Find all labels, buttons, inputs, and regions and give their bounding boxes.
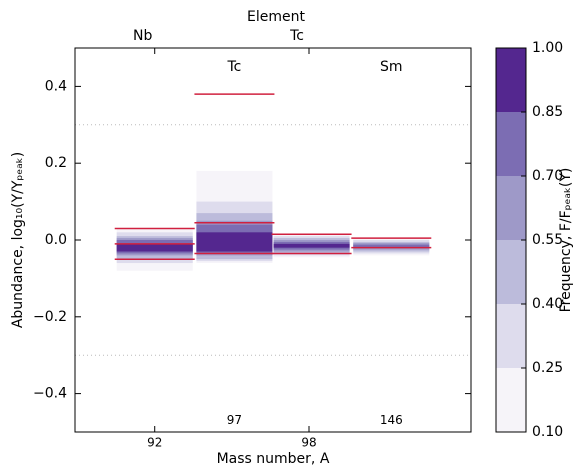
y-tick-label: −0.2: [33, 309, 67, 325]
frequency-band: [196, 232, 273, 252]
frequency-band: [116, 243, 193, 252]
colorbar-tick-label: 0.40: [532, 296, 563, 312]
x-tick-label: 92: [147, 436, 162, 450]
colorbar-tick-label: 0.55: [532, 232, 563, 248]
column-top-label: Sm: [380, 59, 403, 75]
column-top-label: Tc: [226, 59, 241, 75]
top-x-tick-label: Nb: [133, 28, 152, 44]
colorbar-title: Frequency, F/Fₚₑₐₖ(Y): [558, 168, 574, 313]
colorbar-tick-label: 0.70: [532, 168, 563, 184]
y-tick-label: 0.2: [45, 155, 67, 171]
colorbar-segment: [496, 240, 526, 304]
colorbar-segment: [496, 176, 526, 240]
y-tick-label: 0.4: [45, 78, 67, 94]
y-tick-label: −0.4: [33, 386, 67, 402]
colorbar-tick-label: 0.10: [532, 424, 563, 440]
colorbar-segment: [496, 48, 526, 112]
colorbar-segment: [496, 368, 526, 432]
frequency-band: [353, 244, 430, 248]
colorbar-segment: [496, 112, 526, 176]
colorbar-tick-label: 0.85: [532, 104, 563, 120]
column-bottom-label: 97: [227, 413, 242, 427]
y-tick-label: 0.0: [45, 232, 67, 248]
colorbar-tick-label: 1.00: [532, 40, 563, 56]
colorbar-tick-label: 0.25: [532, 360, 563, 376]
column-bottom-label: 146: [380, 413, 403, 427]
frequency-band: [273, 243, 350, 248]
x-axis-title: Mass number, A: [217, 451, 330, 467]
top-axis-title: Element: [247, 9, 305, 25]
y-axis-title: Abundance, log₁₀(Y/Yₚₑₐₖ): [10, 152, 26, 328]
top-x-tick-label: Tc: [289, 28, 304, 44]
x-tick-label: 98: [301, 436, 316, 450]
colorbar-segment: [496, 304, 526, 368]
